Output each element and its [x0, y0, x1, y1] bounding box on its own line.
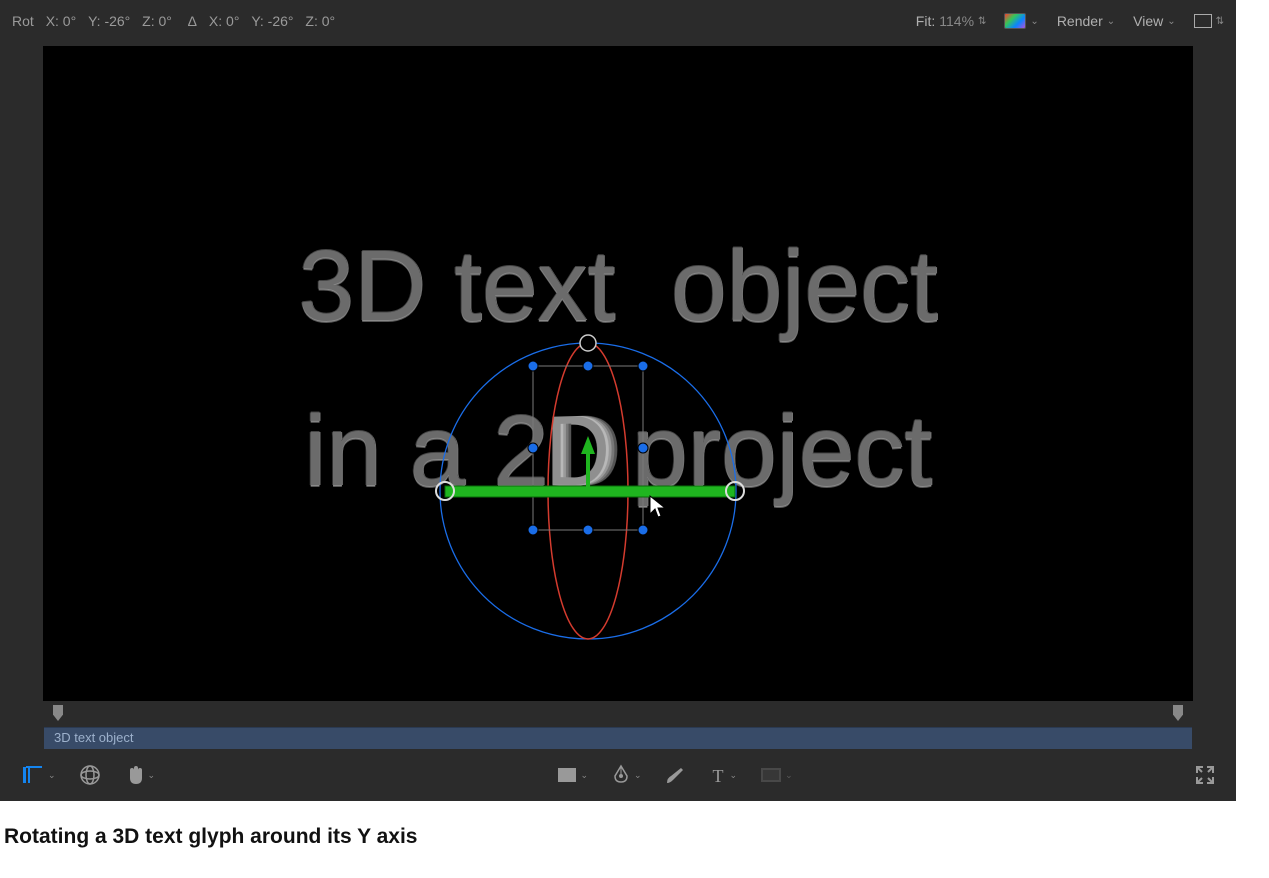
render-popup[interactable]: Render ⌄	[1057, 13, 1115, 29]
pen-tool[interactable]: ⌄	[610, 764, 642, 786]
app-window: Rot X: 0° Y: -26° Z: 0° Δ X: 0° Y: -26° …	[0, 0, 1236, 801]
rot-y[interactable]: Y: -26°	[88, 13, 130, 29]
view-popup[interactable]: View ⌄	[1133, 13, 1175, 29]
fit-zoom-popup[interactable]: Fit: 114% ⇅	[916, 13, 987, 29]
tool-group-left: ⌄ ⌄	[20, 764, 155, 786]
clip-label: 3D text object	[54, 730, 134, 745]
delta-x: X: 0°	[209, 13, 240, 29]
view-label: View	[1133, 13, 1163, 29]
rotation-readout: Rot X: 0° Y: -26° Z: 0° Δ X: 0° Y: -26° …	[12, 13, 335, 29]
svg-text:T: T	[712, 766, 723, 785]
rot-z[interactable]: Z: 0°	[142, 13, 172, 29]
mini-timeline-ruler[interactable]	[43, 701, 1193, 727]
colorwell-icon	[1004, 13, 1026, 29]
render-label: Render	[1057, 13, 1103, 29]
viewer-canvas[interactable]: 3D text object in a 2 project D	[43, 46, 1193, 701]
fit-label: Fit:	[916, 13, 935, 29]
canvas-toolbar: ⌄ ⌄ ⌄ ⌄ T ⌄	[0, 749, 1236, 801]
adjust-3d-transform-tool[interactable]	[78, 764, 102, 786]
chevron-down-icon: ⌄	[580, 770, 588, 781]
chevron-down-icon: ⌄	[1167, 16, 1175, 27]
text3d-line1[interactable]: 3D text object	[298, 236, 937, 336]
tool-group-center: ⌄ ⌄ T ⌄ ⌄	[556, 764, 792, 786]
delta-label: Δ	[188, 13, 197, 29]
figure-caption: Rotating a 3D text glyph around its Y ax…	[0, 801, 1269, 873]
delta-z: Z: 0°	[305, 13, 335, 29]
canvas-top-right: Fit: 114% ⇅ ⌄ Render ⌄ View ⌄ ⇅	[916, 13, 1224, 29]
mask-tool[interactable]: ⌄	[759, 766, 793, 784]
chevron-down-icon: ⌄	[1030, 16, 1038, 27]
channels-popup[interactable]: ⌄	[1004, 13, 1038, 29]
rot-x[interactable]: X: 0°	[46, 13, 77, 29]
text-tool[interactable]: T ⌄	[708, 765, 738, 785]
layout-popup[interactable]: ⇅	[1194, 14, 1224, 28]
chevron-updown-icon: ⇅	[978, 16, 986, 27]
viewport-icon	[1194, 14, 1212, 28]
chevron-down-icon: ⌄	[785, 770, 793, 781]
chevron-down-icon: ⌄	[730, 770, 738, 781]
rot-label: Rot	[12, 13, 34, 29]
transform-manipulator[interactable]	[43, 46, 1193, 701]
chevron-down-icon: ⌄	[1107, 16, 1115, 27]
rotated-glyph[interactable]: D	[545, 400, 610, 503]
paint-stroke-tool[interactable]	[664, 764, 686, 786]
cursor-icon	[648, 494, 670, 527]
expand-canvas-button[interactable]	[1194, 764, 1216, 786]
chevron-down-icon: ⌄	[48, 770, 56, 781]
canvas-area: 3D text object in a 2 project D	[0, 42, 1236, 727]
transform-glyph-tool[interactable]: ⌄	[20, 764, 56, 786]
chevron-down-icon: ⌄	[148, 770, 156, 781]
chevron-down-icon: ⌄	[634, 770, 642, 781]
chevron-updown-icon: ⇅	[1216, 16, 1224, 27]
delta-y: Y: -26°	[251, 13, 293, 29]
timeline-clip[interactable]: 3D text object	[44, 727, 1192, 749]
canvas-top-bar: Rot X: 0° Y: -26° Z: 0° Δ X: 0° Y: -26° …	[0, 0, 1236, 42]
fit-value: 114%	[939, 13, 974, 29]
hand-tool[interactable]: ⌄	[124, 764, 156, 786]
text3d-line2[interactable]: in a 2 project	[304, 401, 932, 501]
rectangle-tool[interactable]: ⌄	[556, 766, 588, 784]
